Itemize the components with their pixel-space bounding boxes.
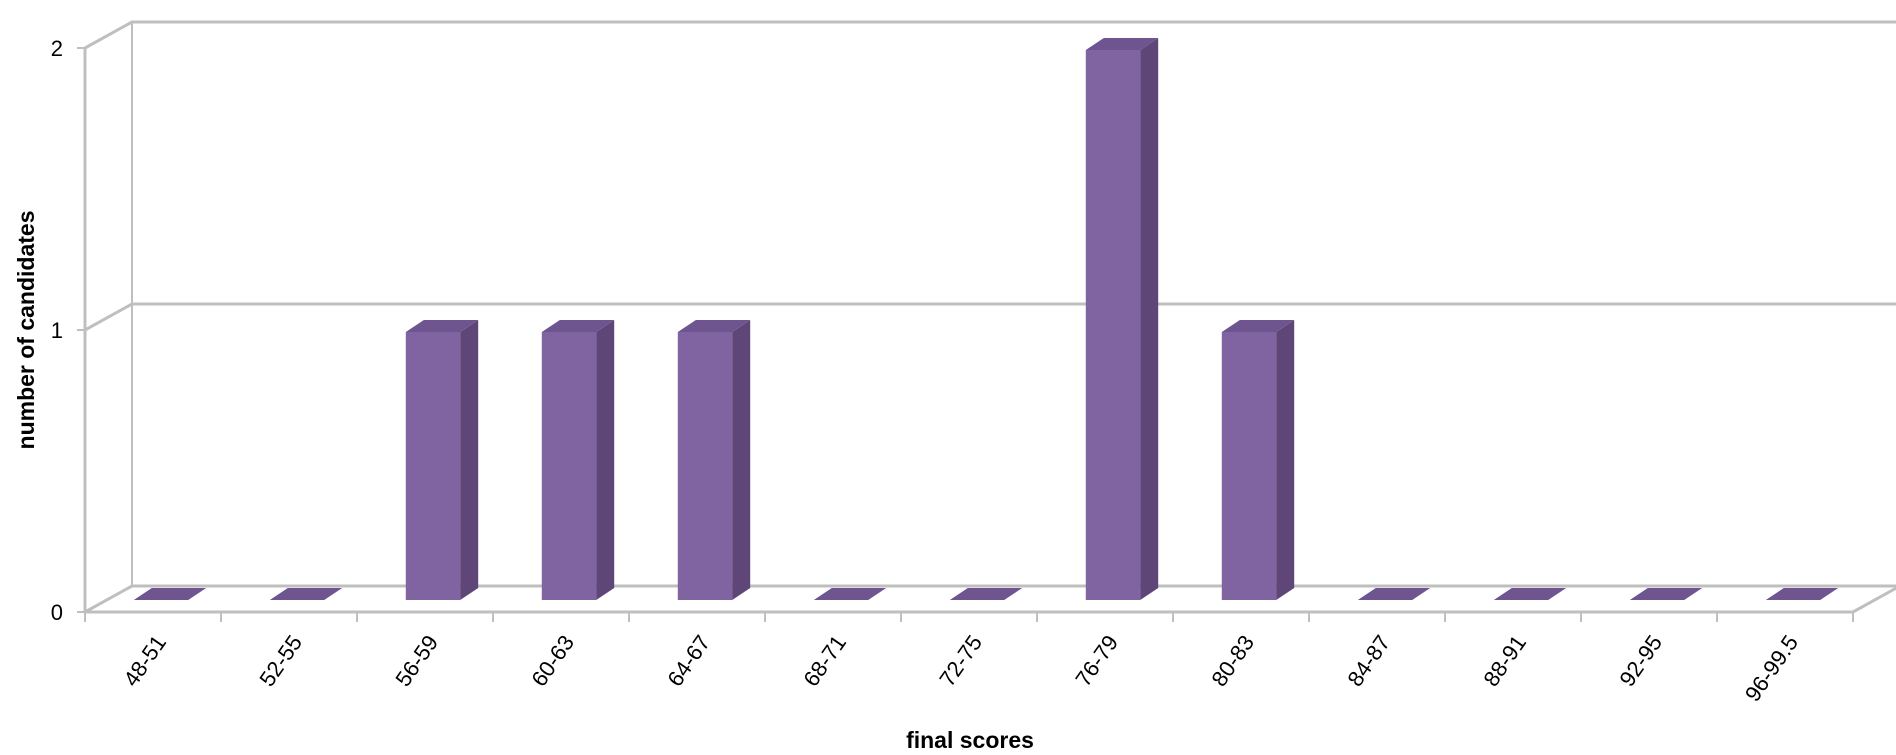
bar-top [1085, 38, 1159, 50]
y-tick-labels: 0 1 2 [51, 36, 63, 625]
bar [1357, 588, 1431, 600]
bar-top [1357, 588, 1431, 600]
bar-front [677, 332, 733, 600]
gridline [84, 302, 1896, 332]
chart-gridlines [84, 20, 1896, 614]
x-tick-label: 84-87 [1342, 631, 1395, 691]
bar [541, 320, 615, 600]
bar [677, 320, 751, 600]
bar-side [732, 320, 751, 600]
bar-top [541, 320, 615, 332]
bar-top [677, 320, 751, 332]
bar-top [1493, 588, 1567, 600]
bar [813, 588, 887, 600]
x-tick-label: 80-83 [1206, 631, 1259, 691]
x-tick-label: 60-63 [526, 631, 579, 691]
gridline [84, 20, 1896, 50]
bar-front [1221, 332, 1277, 600]
bar [949, 588, 1023, 600]
chart-bars [133, 38, 1839, 600]
bar [1221, 320, 1295, 600]
bar [1493, 588, 1567, 600]
bar [1629, 588, 1703, 600]
bar [405, 320, 479, 600]
y-tick-label: 0 [51, 600, 63, 625]
bar-side [1140, 38, 1159, 600]
x-axis-title: final scores [906, 727, 1034, 753]
chart-axes [77, 47, 1854, 622]
bar-front [405, 332, 461, 600]
bar [133, 588, 207, 600]
x-tick-label: 68-71 [798, 631, 851, 691]
floor-edge [1852, 586, 1896, 614]
bar-top [813, 588, 887, 600]
bar-top [1629, 588, 1703, 600]
bar-top [269, 588, 343, 600]
x-tick-label: 76-79 [1070, 631, 1123, 691]
bar-top [1221, 320, 1295, 332]
bar-top [949, 588, 1023, 600]
x-tick-labels: 48-51 52-55 56-59 60-63 64-67 68-71 72-75 76-79… [118, 631, 1803, 706]
x-tick-label: 56-59 [390, 631, 443, 691]
bar [269, 588, 343, 600]
bar-front [1085, 50, 1141, 600]
bar-top [133, 588, 207, 600]
y-tick-label: 2 [51, 36, 63, 61]
x-tick-label: 48-51 [118, 631, 171, 691]
x-tick-label: 72-75 [934, 631, 987, 691]
x-tick-label: 92-95 [1614, 631, 1667, 691]
bar [1765, 588, 1839, 600]
bar-side [596, 320, 615, 600]
bar-side [460, 320, 479, 600]
bar-top [1765, 588, 1839, 600]
bar-side [1276, 320, 1295, 600]
x-tick-label: 52-55 [254, 631, 307, 691]
bar-top [405, 320, 479, 332]
x-tick-label: 64-67 [662, 631, 715, 691]
y-axis-title: number of candidates [13, 211, 39, 450]
x-tick-label: 88-91 [1478, 631, 1531, 691]
bar [1085, 38, 1159, 600]
bar-front [541, 332, 597, 600]
x-tick-label: 96-99.5 [1740, 631, 1803, 706]
y-tick-label: 1 [51, 318, 63, 343]
